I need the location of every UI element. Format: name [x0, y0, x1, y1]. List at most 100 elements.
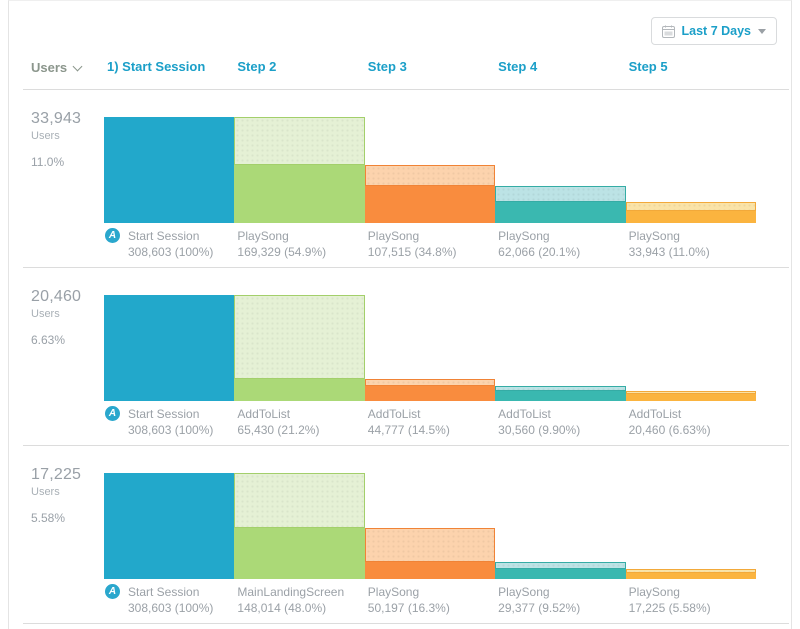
column-header-row: Users 1) Start Session Step 2 Step 3 Ste…	[9, 59, 791, 79]
step-event-name: PlaySong	[628, 585, 680, 599]
step-count-and-percent: 308,603 (100%)	[128, 245, 214, 259]
funnel-bar-drop-segment	[495, 186, 626, 202]
funnel-bar-step-3[interactable]	[364, 295, 496, 401]
step-caption: PlaySong 17,225 (5.58%)	[626, 584, 756, 616]
funnel-bar-drop-segment	[625, 201, 756, 212]
date-range-label: Last 7 Days	[681, 24, 751, 38]
step-count-and-percent: 29,377 (9.52%)	[498, 601, 581, 615]
row-users-unit: Users	[31, 486, 60, 498]
funnel-bar-converted-segment	[234, 528, 365, 579]
step-count-and-percent: 33,943 (11.0%)	[628, 245, 710, 259]
step-caption: A Start Session 308,603 (100%)	[104, 584, 234, 616]
step-count-and-percent: 62,066 (20.1%)	[498, 245, 581, 259]
funnel-row: 17,225 Users 5.58% A Start Session 308,603…	[9, 446, 791, 624]
funnel-bar-step-2[interactable]	[234, 295, 365, 401]
funnel-bar-drop-segment	[495, 385, 626, 391]
funnel-bar-drop-segment	[625, 390, 756, 394]
date-range-button[interactable]: Last 7 Days	[650, 17, 777, 45]
funnel-bar-converted-segment	[495, 390, 626, 401]
step-caption: PlaySong 107,515 (34.8%)	[365, 228, 495, 260]
step-caption: AddToList 20,460 (6.63%)	[626, 406, 756, 438]
funnel-bar-converted-segment	[364, 561, 496, 579]
funnel-bar-converted-segment	[625, 573, 756, 579]
step-event-name: MainLandingScreen	[237, 585, 345, 599]
step-event-name: PlaySong	[498, 229, 550, 243]
step-count-and-percent: 148,014 (48.0%)	[237, 601, 327, 615]
step-event-name: Start Session	[128, 585, 200, 599]
funnel-captions: A Start Session 308,603 (100%) PlaySong 169,…	[104, 228, 756, 260]
users-metric-dropdown[interactable]: Users	[31, 60, 83, 75]
event-source-icon: A	[105, 228, 120, 243]
event-source-icon: A	[105, 584, 120, 599]
funnel-captions: A Start Session 308,603 (100%) MainLandingS…	[104, 584, 756, 616]
funnel-bar-drop-segment	[364, 528, 496, 562]
step-event-name: PlaySong	[367, 585, 420, 599]
funnel-bar-step-1[interactable]	[104, 473, 235, 579]
event-source-icon: A	[105, 406, 120, 421]
funnel-bar-drop-segment	[234, 473, 365, 529]
column-header-step-2: Step 2	[237, 59, 277, 74]
funnel-row: 33,943 Users 11.0% A Start Session 308,603…	[9, 90, 791, 268]
step-count-and-percent: 44,777 (14.5%)	[367, 423, 450, 437]
step-event-name: PlaySong	[367, 229, 420, 243]
funnel-bar-step-1[interactable]	[104, 295, 235, 401]
funnel-bar-drop-segment	[234, 117, 365, 165]
users-metric-label: Users	[31, 60, 68, 75]
funnel-bar-step-3[interactable]	[364, 117, 496, 223]
step-caption: MainLandingScreen 148,014 (48.0%)	[234, 584, 364, 616]
funnel-bar-step-5[interactable]	[625, 117, 756, 223]
step-event-name: Start Session	[128, 407, 200, 421]
funnel-captions: A Start Session 308,603 (100%) AddToList 65,…	[104, 406, 756, 438]
funnel-bar-drop-segment	[495, 561, 626, 569]
step-count-and-percent: 169,329 (54.9%)	[237, 245, 327, 259]
row-users-count: 33,943	[31, 110, 82, 127]
step-count-and-percent: 65,430 (21.2%)	[237, 423, 320, 437]
row-users-count: 20,460	[31, 288, 82, 305]
funnel-bar-drop-segment	[625, 568, 756, 574]
step-caption: PlaySong 29,377 (9.52%)	[495, 584, 625, 616]
step-caption: PlaySong 50,197 (16.3%)	[365, 584, 495, 616]
funnel-bar-step-4[interactable]	[495, 117, 626, 223]
step-event-name: AddToList	[367, 407, 421, 421]
step-count-and-percent: 308,603 (100%)	[128, 423, 214, 437]
funnel-bar-step-4[interactable]	[495, 295, 626, 401]
funnel-bar-step-1[interactable]	[104, 117, 235, 223]
row-divider	[23, 623, 789, 624]
funnel-bar-converted-segment	[234, 164, 365, 223]
funnel-bar-step-4[interactable]	[495, 473, 626, 579]
row-divider	[23, 267, 789, 268]
row-summary: 20,460 Users 6.63%	[31, 288, 81, 347]
step-count-and-percent: 50,197 (16.3%)	[367, 601, 450, 615]
funnel-bar-converted-segment	[364, 385, 496, 401]
funnel-bar-step-5[interactable]	[625, 295, 756, 401]
funnel-bar-drop-segment	[234, 295, 365, 379]
funnel-bar-converted-segment	[104, 117, 235, 223]
funnel-bars	[104, 473, 756, 579]
row-summary: 33,943 Users 11.0%	[31, 110, 81, 169]
funnel-bar-step-2[interactable]	[234, 117, 365, 223]
row-users-count: 17,225	[31, 466, 82, 483]
step-caption: A Start Session 308,603 (100%)	[104, 406, 234, 438]
funnel-bar-step-2[interactable]	[234, 473, 365, 579]
row-users-unit: Users	[31, 130, 60, 142]
step-event-name: Start Session	[128, 229, 200, 243]
step-event-name: AddToList	[237, 407, 291, 421]
step-count-and-percent: 20,460 (6.63%)	[628, 423, 711, 437]
column-header-step-5: Step 5	[628, 59, 668, 74]
column-header-step-1: 1) Start Session	[107, 59, 206, 74]
funnel-row: 20,460 Users 6.63% A Start Session 308,603…	[9, 268, 791, 446]
row-summary: 17,225 Users 5.58%	[31, 466, 81, 525]
caret-down-icon	[758, 28, 766, 34]
row-conversion-percent: 6.63%	[31, 333, 66, 347]
funnel-bar-step-5[interactable]	[625, 473, 756, 579]
step-caption: PlaySong 169,329 (54.9%)	[234, 228, 364, 260]
header-divider	[23, 89, 789, 90]
step-count-and-percent: 17,225 (5.58%)	[628, 601, 711, 615]
step-event-name: PlaySong	[628, 229, 680, 243]
funnel-bar-step-3[interactable]	[364, 473, 496, 579]
row-divider	[23, 445, 789, 446]
funnel-bar-converted-segment	[625, 393, 756, 401]
step-caption: AddToList 30,560 (9.90%)	[495, 406, 625, 438]
step-caption: A Start Session 308,603 (100%)	[104, 228, 234, 260]
column-header-step-3: Step 3	[367, 59, 407, 74]
